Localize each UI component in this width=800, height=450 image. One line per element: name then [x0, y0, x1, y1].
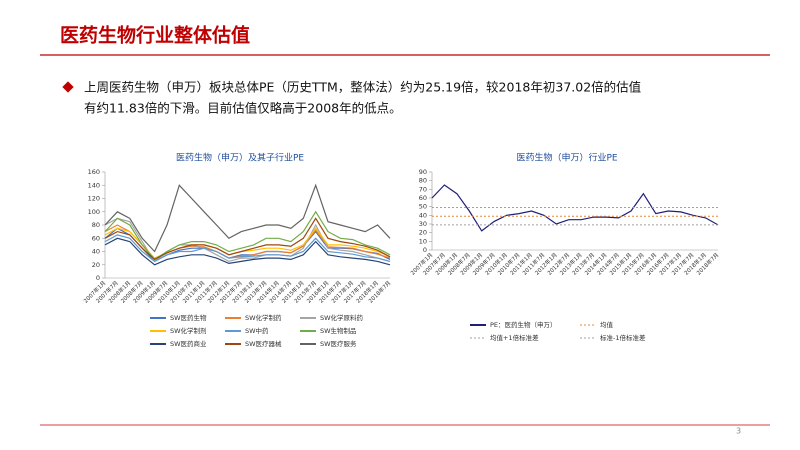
- y-tick-label: 0: [423, 246, 427, 254]
- series-line: [104, 217, 391, 261]
- page-number: 3: [736, 427, 741, 436]
- legend-label: SW医疗器械: [245, 339, 282, 348]
- legend-label: 均值+1倍标准差: [490, 333, 539, 342]
- series-line: [104, 183, 391, 253]
- legend-label: SW医药商业: [170, 339, 207, 348]
- legend-label: SW中药: [245, 326, 269, 335]
- y-tick-label: 10: [419, 237, 427, 245]
- legend-label: 均值: [600, 320, 614, 329]
- series-line: [104, 234, 391, 263]
- legend-label: SW医疗服务: [320, 339, 357, 348]
- y-tick-label: 30: [419, 220, 427, 228]
- y-tick-label: 100: [88, 208, 100, 216]
- legend-label: PE：医药生物（申万）: [490, 320, 557, 329]
- body-line: 有约11.83倍的下滑。目前估值仅略高于2008年的低点。: [84, 101, 402, 116]
- y-tick-label: 160: [88, 168, 100, 176]
- y-tick-label: 90: [419, 168, 427, 176]
- y-tick-label: 140: [88, 181, 100, 189]
- legend-label: 标准-1倍标准差: [600, 333, 646, 342]
- series-line: [104, 227, 391, 259]
- body-line: 上周医药生物（申万）板块总体PE（历史TTM，整体法）约为25.19倍，较201…: [84, 80, 641, 95]
- legend-label: SW化学制药: [245, 313, 282, 322]
- legend-label: SW化学制剂: [170, 326, 207, 335]
- legend-label: SW医药生物: [170, 313, 207, 322]
- legend-label: SW化学原料药: [320, 313, 364, 322]
- y-tick-label: 120: [88, 195, 100, 203]
- y-tick-label: 20: [419, 229, 427, 237]
- y-tick-label: 70: [419, 185, 427, 193]
- y-tick-label: 20: [92, 261, 100, 269]
- y-tick-label: 50: [419, 203, 427, 211]
- y-tick-label: 60: [92, 234, 100, 242]
- bullet: [62, 81, 74, 93]
- y-tick-label: 80: [92, 221, 100, 229]
- legend-label: SW生物制品: [320, 326, 357, 335]
- chart-title: 医药生物（申万）行业PE: [516, 152, 617, 164]
- series-line: [104, 210, 391, 261]
- y-tick-label: 0: [96, 274, 100, 282]
- slide-title: 医药生物行业整体估值: [60, 24, 250, 47]
- chart-title: 医药生物（申万）及其子行业PE: [176, 152, 304, 164]
- y-tick-label: 40: [419, 211, 427, 219]
- y-tick-label: 80: [419, 177, 427, 185]
- series-line: [431, 184, 719, 232]
- y-tick-label: 40: [92, 248, 100, 256]
- y-tick-label: 60: [419, 194, 427, 202]
- series-line: [104, 237, 391, 266]
